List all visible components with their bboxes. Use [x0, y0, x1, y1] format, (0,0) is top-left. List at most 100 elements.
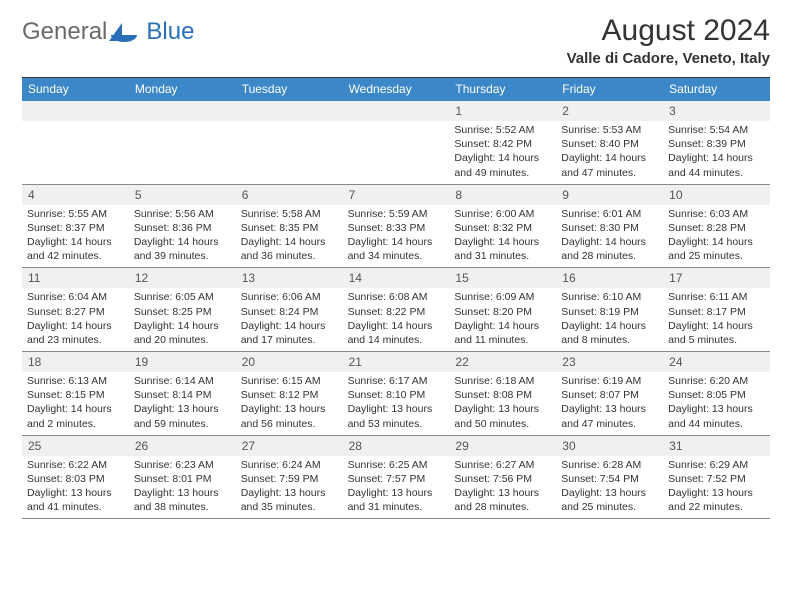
sunrise-text: Sunrise: 6:04 AM — [27, 290, 124, 304]
cell-body: Sunrise: 6:11 AMSunset: 8:17 PMDaylight:… — [663, 288, 770, 351]
day-number: 9 — [556, 185, 663, 205]
calendar-cell — [129, 101, 236, 184]
sunset-text: Sunset: 8:32 PM — [454, 221, 551, 235]
calendar-cell: 13Sunrise: 6:06 AMSunset: 8:24 PMDayligh… — [236, 268, 343, 351]
daylight-text: Daylight: 14 hours and 44 minutes. — [668, 151, 765, 179]
cell-body: Sunrise: 6:08 AMSunset: 8:22 PMDaylight:… — [343, 288, 450, 351]
daylight-text: Daylight: 14 hours and 17 minutes. — [241, 319, 338, 347]
cell-body: Sunrise: 5:56 AMSunset: 8:36 PMDaylight:… — [129, 205, 236, 268]
daylight-text: Daylight: 13 hours and 25 minutes. — [561, 486, 658, 514]
sunset-text: Sunset: 8:10 PM — [348, 388, 445, 402]
sunrise-text: Sunrise: 6:08 AM — [348, 290, 445, 304]
cell-body — [22, 121, 129, 127]
daylight-text: Daylight: 14 hours and 14 minutes. — [348, 319, 445, 347]
cell-body: Sunrise: 6:22 AMSunset: 8:03 PMDaylight:… — [22, 456, 129, 519]
calendar-week: 18Sunrise: 6:13 AMSunset: 8:15 PMDayligh… — [22, 352, 770, 436]
calendar-cell: 6Sunrise: 5:58 AMSunset: 8:35 PMDaylight… — [236, 185, 343, 268]
logo-icon — [109, 23, 150, 41]
sunrise-text: Sunrise: 6:05 AM — [134, 290, 231, 304]
cell-body: Sunrise: 6:28 AMSunset: 7:54 PMDaylight:… — [556, 456, 663, 519]
daylight-text: Daylight: 14 hours and 11 minutes. — [454, 319, 551, 347]
calendar-cell: 15Sunrise: 6:09 AMSunset: 8:20 PMDayligh… — [449, 268, 556, 351]
daylight-text: Daylight: 14 hours and 34 minutes. — [348, 235, 445, 263]
daylight-text: Daylight: 13 hours and 22 minutes. — [668, 486, 765, 514]
calendar-cell: 3Sunrise: 5:54 AMSunset: 8:39 PMDaylight… — [663, 101, 770, 184]
sunrise-text: Sunrise: 5:52 AM — [454, 123, 551, 137]
calendar-cell: 22Sunrise: 6:18 AMSunset: 8:08 PMDayligh… — [449, 352, 556, 435]
day-number: 3 — [663, 101, 770, 121]
day-number: 26 — [129, 436, 236, 456]
sunrise-text: Sunrise: 5:59 AM — [348, 207, 445, 221]
daylight-text: Daylight: 14 hours and 42 minutes. — [27, 235, 124, 263]
cell-body: Sunrise: 6:18 AMSunset: 8:08 PMDaylight:… — [449, 372, 556, 435]
sunset-text: Sunset: 8:01 PM — [134, 472, 231, 486]
sunset-text: Sunset: 8:30 PM — [561, 221, 658, 235]
day-number: 16 — [556, 268, 663, 288]
daylight-text: Daylight: 13 hours and 50 minutes. — [454, 402, 551, 430]
sunset-text: Sunset: 8:05 PM — [668, 388, 765, 402]
calendar-cell: 17Sunrise: 6:11 AMSunset: 8:17 PMDayligh… — [663, 268, 770, 351]
sunset-text: Sunset: 8:33 PM — [348, 221, 445, 235]
title-block: August 2024 Valle di Cadore, Veneto, Ita… — [567, 14, 770, 67]
sunrise-text: Sunrise: 6:28 AM — [561, 458, 658, 472]
calendar-cell: 8Sunrise: 6:00 AMSunset: 8:32 PMDaylight… — [449, 185, 556, 268]
logo-text-blue: Blue — [146, 18, 194, 46]
sunset-text: Sunset: 8:22 PM — [348, 305, 445, 319]
daylight-text: Daylight: 14 hours and 39 minutes. — [134, 235, 231, 263]
daylight-text: Daylight: 13 hours and 59 minutes. — [134, 402, 231, 430]
calendar-cell: 31Sunrise: 6:29 AMSunset: 7:52 PMDayligh… — [663, 436, 770, 519]
sunrise-text: Sunrise: 6:23 AM — [134, 458, 231, 472]
calendar-cell: 25Sunrise: 6:22 AMSunset: 8:03 PMDayligh… — [22, 436, 129, 519]
calendar-cell: 5Sunrise: 5:56 AMSunset: 8:36 PMDaylight… — [129, 185, 236, 268]
day-number: 20 — [236, 352, 343, 372]
calendar-cell: 18Sunrise: 6:13 AMSunset: 8:15 PMDayligh… — [22, 352, 129, 435]
daylight-text: Daylight: 13 hours and 35 minutes. — [241, 486, 338, 514]
sunset-text: Sunset: 7:59 PM — [241, 472, 338, 486]
cell-body: Sunrise: 5:58 AMSunset: 8:35 PMDaylight:… — [236, 205, 343, 268]
sunset-text: Sunset: 8:15 PM — [27, 388, 124, 402]
day-number: 18 — [22, 352, 129, 372]
header: General Blue August 2024 Valle di Cadore… — [22, 14, 770, 67]
calendar-cell: 20Sunrise: 6:15 AMSunset: 8:12 PMDayligh… — [236, 352, 343, 435]
day-number: 30 — [556, 436, 663, 456]
day-number: 22 — [449, 352, 556, 372]
calendar-page: General Blue August 2024 Valle di Cadore… — [0, 0, 792, 529]
cell-body: Sunrise: 6:19 AMSunset: 8:07 PMDaylight:… — [556, 372, 663, 435]
daylight-text: Daylight: 13 hours and 53 minutes. — [348, 402, 445, 430]
sunset-text: Sunset: 7:52 PM — [668, 472, 765, 486]
cell-body: Sunrise: 5:53 AMSunset: 8:40 PMDaylight:… — [556, 121, 663, 184]
sunrise-text: Sunrise: 5:56 AM — [134, 207, 231, 221]
sunrise-text: Sunrise: 5:53 AM — [561, 123, 658, 137]
daylight-text: Daylight: 14 hours and 5 minutes. — [668, 319, 765, 347]
day-number: 11 — [22, 268, 129, 288]
sunrise-text: Sunrise: 6:24 AM — [241, 458, 338, 472]
sunrise-text: Sunrise: 6:09 AM — [454, 290, 551, 304]
sunrise-text: Sunrise: 5:55 AM — [27, 207, 124, 221]
sunrise-text: Sunrise: 6:11 AM — [668, 290, 765, 304]
daylight-text: Daylight: 14 hours and 28 minutes. — [561, 235, 658, 263]
day-number: 28 — [343, 436, 450, 456]
sunset-text: Sunset: 7:57 PM — [348, 472, 445, 486]
sunset-text: Sunset: 8:36 PM — [134, 221, 231, 235]
sunset-text: Sunset: 8:20 PM — [454, 305, 551, 319]
day-header: Saturday — [663, 78, 770, 101]
day-number: 13 — [236, 268, 343, 288]
day-header: Friday — [556, 78, 663, 101]
day-number: 10 — [663, 185, 770, 205]
calendar-cell: 16Sunrise: 6:10 AMSunset: 8:19 PMDayligh… — [556, 268, 663, 351]
calendar: Sunday Monday Tuesday Wednesday Thursday… — [22, 77, 770, 519]
day-number — [236, 101, 343, 121]
day-number: 27 — [236, 436, 343, 456]
calendar-week: 11Sunrise: 6:04 AMSunset: 8:27 PMDayligh… — [22, 268, 770, 352]
cell-body: Sunrise: 6:04 AMSunset: 8:27 PMDaylight:… — [22, 288, 129, 351]
sunset-text: Sunset: 7:54 PM — [561, 472, 658, 486]
calendar-cell: 14Sunrise: 6:08 AMSunset: 8:22 PMDayligh… — [343, 268, 450, 351]
sunrise-text: Sunrise: 6:17 AM — [348, 374, 445, 388]
cell-body: Sunrise: 5:55 AMSunset: 8:37 PMDaylight:… — [22, 205, 129, 268]
cell-body: Sunrise: 5:52 AMSunset: 8:42 PMDaylight:… — [449, 121, 556, 184]
calendar-cell: 19Sunrise: 6:14 AMSunset: 8:14 PMDayligh… — [129, 352, 236, 435]
cell-body: Sunrise: 6:00 AMSunset: 8:32 PMDaylight:… — [449, 205, 556, 268]
sunset-text: Sunset: 8:25 PM — [134, 305, 231, 319]
sunset-text: Sunset: 8:37 PM — [27, 221, 124, 235]
day-number: 19 — [129, 352, 236, 372]
